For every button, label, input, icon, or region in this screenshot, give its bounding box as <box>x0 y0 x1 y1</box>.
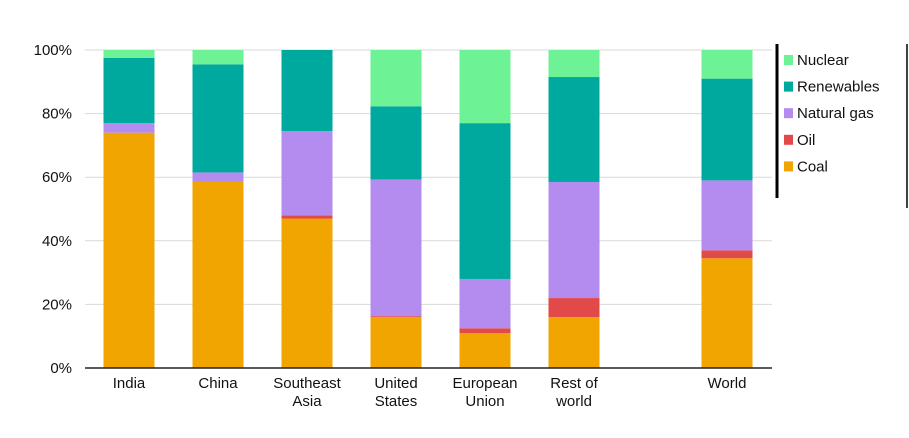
bar-group-china <box>192 50 244 368</box>
x-tick-label: China <box>198 375 238 392</box>
bar-southeast-asia-coal <box>281 218 333 368</box>
legend-label-natural-gas: Natural gas <box>797 105 874 122</box>
gridlines <box>85 49 772 305</box>
bar-india-renewables <box>103 57 155 124</box>
legend-swatch-coal <box>784 161 793 172</box>
x-axis: India China Southeast Asia United States Europ… <box>85 367 772 410</box>
bar-southeast-asia-natural-gas <box>281 131 333 216</box>
y-tick-label: 0% <box>50 360 72 377</box>
bar-united-states-nuclear <box>370 50 422 107</box>
y-axis: 0% 20% 40% 60% 80% 100% <box>34 42 72 377</box>
bar-india-natural-gas <box>103 123 155 133</box>
bar-european-union-renewables <box>459 123 511 279</box>
x-tick-label: Rest of world <box>550 375 598 410</box>
bar-india-coal <box>103 132 155 368</box>
bar-united-states-coal <box>370 317 422 368</box>
bar-rest-of-world-nuclear <box>548 50 600 78</box>
bar-china-renewables <box>192 64 244 173</box>
bar-india-nuclear <box>103 50 155 58</box>
x-tick-label: United States <box>374 375 417 410</box>
bar-european-union-oil <box>459 328 511 334</box>
bar-united-states-natural-gas <box>370 179 422 317</box>
x-tick-label: European Union <box>452 375 517 410</box>
bar-european-union-coal <box>459 333 511 368</box>
bar-world-coal <box>701 258 753 368</box>
x-tick-label: Southeast Asia <box>273 375 341 410</box>
y-tick-label: 100% <box>34 42 72 59</box>
bar-world-oil <box>701 250 753 259</box>
bar-united-states-renewables <box>370 106 422 180</box>
bar-group-southeast-asia <box>281 50 333 368</box>
legend-swatch-nuclear <box>784 55 793 65</box>
bar-rest-of-world-oil <box>548 298 600 318</box>
legend: Nuclear Renewables Natural gas Oil Coal <box>775 44 908 208</box>
bars <box>103 50 753 368</box>
legend-swatch-renewables <box>784 81 793 92</box>
bar-rest-of-world-coal <box>548 317 600 368</box>
bar-china-natural-gas <box>192 172 244 182</box>
bar-group-rest-of-world <box>548 50 600 368</box>
bar-group-european-union <box>459 50 511 368</box>
bar-southeast-asia-renewables <box>281 50 333 132</box>
legend-swatch-natural-gas <box>784 108 793 119</box>
bar-group-india <box>103 50 155 368</box>
bar-european-union-nuclear <box>459 50 511 124</box>
bar-world-natural-gas <box>701 180 753 251</box>
y-tick-label: 20% <box>42 296 72 313</box>
y-tick-label: 60% <box>42 169 72 186</box>
bar-united-states-oil <box>370 316 422 318</box>
bar-china-coal <box>192 181 244 368</box>
legend-label-coal: Coal <box>797 158 828 175</box>
legend-swatch-oil <box>784 134 793 145</box>
bar-group-world <box>701 50 753 368</box>
bar-rest-of-world-natural-gas <box>548 181 600 299</box>
x-tick-label: India <box>113 375 146 392</box>
x-tick-label: World <box>708 375 747 392</box>
bar-group-united-states <box>370 50 422 368</box>
bar-european-union-natural-gas <box>459 278 511 329</box>
legend-label-renewables: Renewables <box>797 79 880 96</box>
bar-southeast-asia-oil <box>281 215 333 219</box>
bar-world-nuclear <box>701 50 753 79</box>
legend-label-oil: Oil <box>797 132 815 149</box>
bar-china-nuclear <box>192 50 244 65</box>
bar-rest-of-world-renewables <box>548 77 600 182</box>
bar-world-renewables <box>701 78 753 181</box>
y-tick-label: 40% <box>42 233 72 250</box>
y-tick-label: 80% <box>42 106 72 123</box>
legend-label-nuclear: Nuclear <box>797 52 849 69</box>
